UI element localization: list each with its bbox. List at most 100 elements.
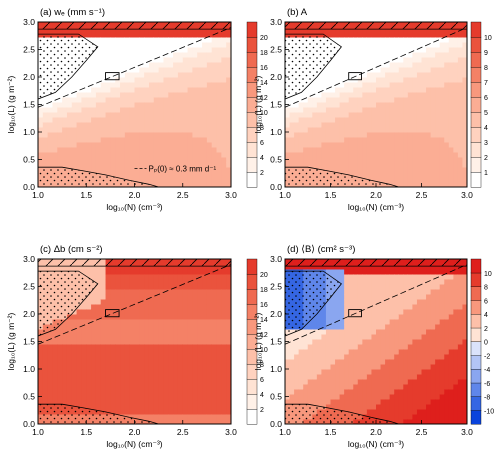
field-cell: [462, 32, 468, 38]
field-cell: [398, 269, 404, 275]
field-cell: [81, 324, 87, 330]
field-cell: [430, 152, 436, 158]
field-cell: [389, 299, 395, 305]
field-cell: [216, 62, 222, 68]
field-cell: [294, 364, 300, 370]
field-cell: [86, 349, 92, 355]
field-cell: [153, 309, 160, 315]
field-cell: [52, 102, 58, 108]
field-cell: [202, 27, 208, 33]
field-cell: [211, 102, 218, 108]
field-cell: [362, 167, 368, 173]
field-cell: [339, 364, 345, 370]
field-cell: [289, 157, 295, 163]
field-cell: [206, 364, 213, 370]
field-cell: [120, 27, 126, 33]
field-cell: [38, 374, 44, 380]
field-cell: [182, 274, 189, 280]
field-cell: [153, 67, 160, 73]
field-cell: [376, 309, 382, 315]
field-cell: [316, 107, 322, 113]
field-cell: [105, 279, 111, 285]
field-cell: [298, 339, 304, 345]
field-cell: [344, 354, 350, 360]
field-cell: [226, 359, 232, 365]
field-cell: [153, 157, 160, 163]
field-cell: [81, 374, 87, 380]
field-cell: [353, 72, 359, 78]
field-cell: [139, 269, 145, 275]
field-cell: [303, 384, 309, 390]
field-cell: [202, 147, 208, 153]
field-cell: [192, 57, 198, 63]
field-cell: [163, 314, 169, 320]
field-cell: [144, 284, 150, 290]
field-cell: [158, 369, 164, 375]
field-cell: [376, 364, 382, 370]
field-cell: [124, 344, 131, 350]
field-cell: [444, 97, 450, 103]
field-cell: [389, 92, 395, 98]
field-cell: [385, 344, 391, 350]
field-cell: [91, 142, 97, 148]
field-cell: [158, 289, 164, 295]
field-cell: [129, 359, 136, 365]
field-cell: [76, 137, 82, 143]
field-cell: [457, 92, 463, 98]
field-cell: [325, 112, 331, 118]
field-cell: [321, 339, 327, 345]
field-cell: [115, 299, 121, 305]
field-cell: [139, 399, 145, 405]
field-cell: [426, 57, 432, 63]
field-cell: [62, 127, 68, 133]
field-cell: [211, 404, 218, 410]
field-cell: [312, 354, 318, 360]
field-cell: [81, 304, 87, 310]
field-cell: [426, 157, 432, 163]
field-cell: [444, 117, 450, 123]
field-cell: [105, 57, 111, 63]
field-cell: [357, 147, 363, 153]
field-cell: [398, 279, 404, 285]
field-cell: [330, 142, 336, 148]
field-cell: [403, 419, 409, 425]
field-cell: [42, 349, 49, 355]
field-cell: [81, 167, 87, 173]
field-cell: [335, 37, 341, 43]
field-cell: [398, 374, 404, 380]
field-cell: [197, 354, 203, 360]
field-cell: [202, 324, 208, 330]
field-cell: [168, 379, 174, 385]
field-cell: [371, 294, 377, 300]
field-cell: [453, 102, 459, 108]
field-cell: [206, 72, 213, 78]
field-cell: [206, 87, 213, 93]
field-cell: [385, 334, 391, 340]
field-cell: [335, 27, 341, 33]
colorbar-swatch: [246, 156, 258, 173]
field-cell: [66, 142, 73, 148]
field-cell: [221, 419, 227, 425]
field-cell: [457, 67, 463, 73]
field-cell: [285, 122, 291, 128]
field-cell: [398, 389, 404, 395]
y-tick-label: 2.0: [23, 72, 35, 82]
field-cell: [294, 27, 300, 33]
field-cell: [376, 157, 382, 163]
field-cell: [182, 399, 189, 405]
field-cell: [348, 309, 354, 315]
field-cell: [462, 97, 468, 103]
field-cell: [192, 369, 198, 375]
field-cell: [81, 379, 87, 385]
field-cell: [330, 329, 336, 335]
field-cell: [202, 329, 208, 335]
field-cell: [197, 384, 203, 390]
field-cell: [129, 87, 136, 93]
field-cell: [312, 369, 318, 375]
field-cell: [173, 97, 179, 103]
field-cell: [197, 127, 203, 133]
field-cell: [91, 127, 97, 133]
field-cell: [42, 127, 49, 133]
field-cell: [298, 374, 304, 380]
field-cell: [168, 409, 174, 415]
